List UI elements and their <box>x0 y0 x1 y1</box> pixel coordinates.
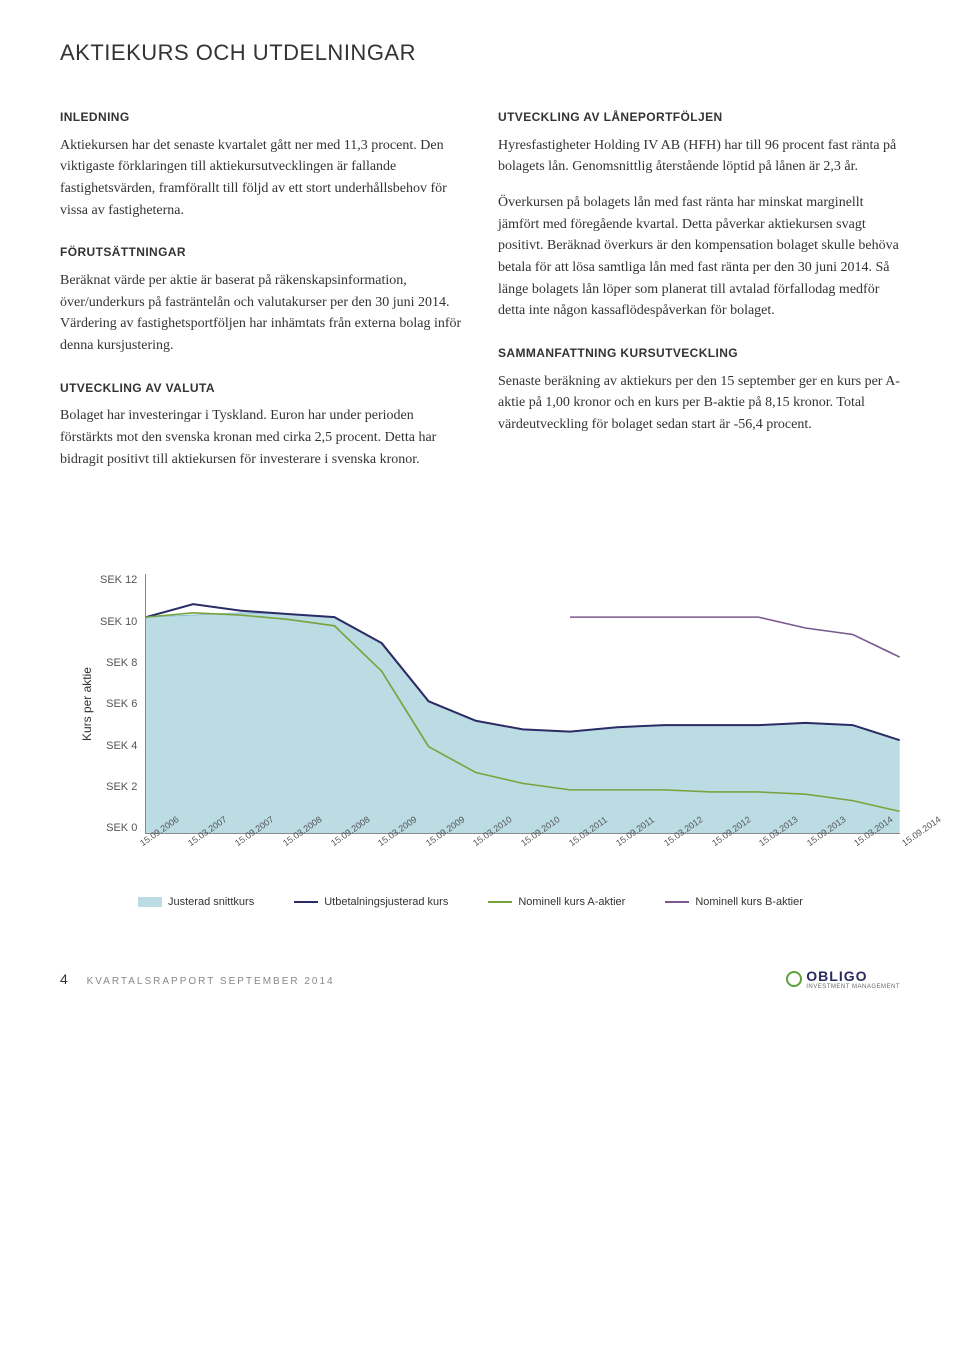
legend-item: Nominell kurs A-aktier <box>488 896 625 908</box>
x-tick: 15.09.2009 <box>424 840 430 848</box>
legend-label: Utbetalningsjusterad kurs <box>324 896 448 908</box>
para-forutsattningar: Beräknat värde per aktie är baserat på r… <box>60 270 462 357</box>
logo-subtext: INVESTMENT MANAGEMENT <box>806 984 900 990</box>
x-tick: 15.09.2012 <box>710 840 716 848</box>
x-tick: 15.03.2010 <box>471 840 477 848</box>
para-inledning: Aktiekursen har det senaste kvartalet gå… <box>60 135 462 222</box>
y-tick: SEK 6 <box>100 698 137 710</box>
legend-label: Justerad snittkurs <box>168 896 254 908</box>
x-tick: 15.03.2011 <box>567 840 573 848</box>
chart-svg <box>146 574 900 833</box>
para-lane-2: Överkursen på bolagets lån med fast ränt… <box>498 192 900 322</box>
price-chart: Kurs per aktie SEK 12SEK 10SEK 8SEK 6SEK… <box>80 574 900 908</box>
x-tick: 15.09.2013 <box>805 840 811 848</box>
x-tick: 15.09.2008 <box>329 840 335 848</box>
x-tick: 15.09.2014 <box>900 840 906 848</box>
x-tick: 15.03.2009 <box>376 840 382 848</box>
doc-label: KVARTALSRAPPORT SEPTEMBER 2014 <box>87 976 335 987</box>
heading-laneportfoljen: UTVECKLING AV LÅNEPORTFÖLJEN <box>498 108 900 127</box>
chart-legend: Justerad snittkurs Utbetalningsjusterad k… <box>138 896 900 908</box>
y-tick: SEK 0 <box>100 822 137 834</box>
y-tick: SEK 8 <box>100 657 137 669</box>
x-tick: 15.03.2014 <box>852 840 858 848</box>
legend-swatch <box>138 897 162 907</box>
legend-item: Utbetalningsjusterad kurs <box>294 896 448 908</box>
para-lane-1: Hyresfastigheter Holding IV AB (HFH) har… <box>498 135 900 178</box>
plot-area <box>145 574 900 834</box>
legend-swatch <box>665 901 689 903</box>
heading-valuta: UTVECKLING AV VALUTA <box>60 379 462 398</box>
y-tick: SEK 12 <box>100 574 137 586</box>
y-axis-label: Kurs per aktie <box>80 667 94 741</box>
y-tick: SEK 2 <box>100 781 137 793</box>
para-sammanfattning: Senaste beräkning av aktiekurs per den 1… <box>498 371 900 436</box>
logo-ring-icon <box>786 971 802 987</box>
x-tick: 15.09.2007 <box>233 840 239 848</box>
y-tick: SEK 10 <box>100 616 137 628</box>
legend-label: Nominell kurs B-aktier <box>695 896 803 908</box>
legend-item: Justerad snittkurs <box>138 896 254 908</box>
y-tick: SEK 4 <box>100 740 137 752</box>
legend-item: Nominell kurs B-aktier <box>665 896 803 908</box>
left-column: INLEDNING Aktiekursen har det senaste kv… <box>60 108 462 484</box>
x-tick: 15.03.2013 <box>757 840 763 848</box>
y-ticks: SEK 12 SEK 10 SEK 8 SEK 6 SEK 4 SEK 2 SEK 0 <box>100 574 145 834</box>
two-column-body: INLEDNING Aktiekursen har det senaste kv… <box>60 108 900 484</box>
legend-swatch <box>294 901 318 903</box>
x-tick: 15.03.2008 <box>281 840 287 848</box>
x-tick: 15.03.2012 <box>662 840 668 848</box>
logo: OBLIGO INVESTMENT MANAGEMENT <box>786 968 900 990</box>
heading-forutsattningar: FÖRUTSÄTTNINGAR <box>60 243 462 262</box>
para-valuta: Bolaget har investeringar i Tyskland. Eu… <box>60 405 462 470</box>
page-number: 4 <box>60 971 68 987</box>
page-footer: 4 KVARTALSRAPPORT SEPTEMBER 2014 OBLIGO … <box>60 968 900 990</box>
x-tick: 15.03.2007 <box>186 840 192 848</box>
x-ticks: 15.09.2006 15.03.2007 15.09.2007 15.03.2008… <box>138 840 900 850</box>
legend-swatch <box>488 901 512 903</box>
page-title: AKTIEKURS OCH UTDELNINGAR <box>60 40 900 66</box>
heading-inledning: INLEDNING <box>60 108 462 127</box>
x-tick: 15.09.2010 <box>519 840 525 848</box>
logo-text: OBLIGO <box>806 968 867 984</box>
x-tick: 15.09.2006 <box>138 840 144 848</box>
x-tick: 15.09.2011 <box>614 840 620 848</box>
legend-label: Nominell kurs A-aktier <box>518 896 625 908</box>
heading-sammanfattning: SAMMANFATTNING KURSUTVECKLING <box>498 344 900 363</box>
right-column: UTVECKLING AV LÅNEPORTFÖLJEN Hyresfastig… <box>498 108 900 484</box>
